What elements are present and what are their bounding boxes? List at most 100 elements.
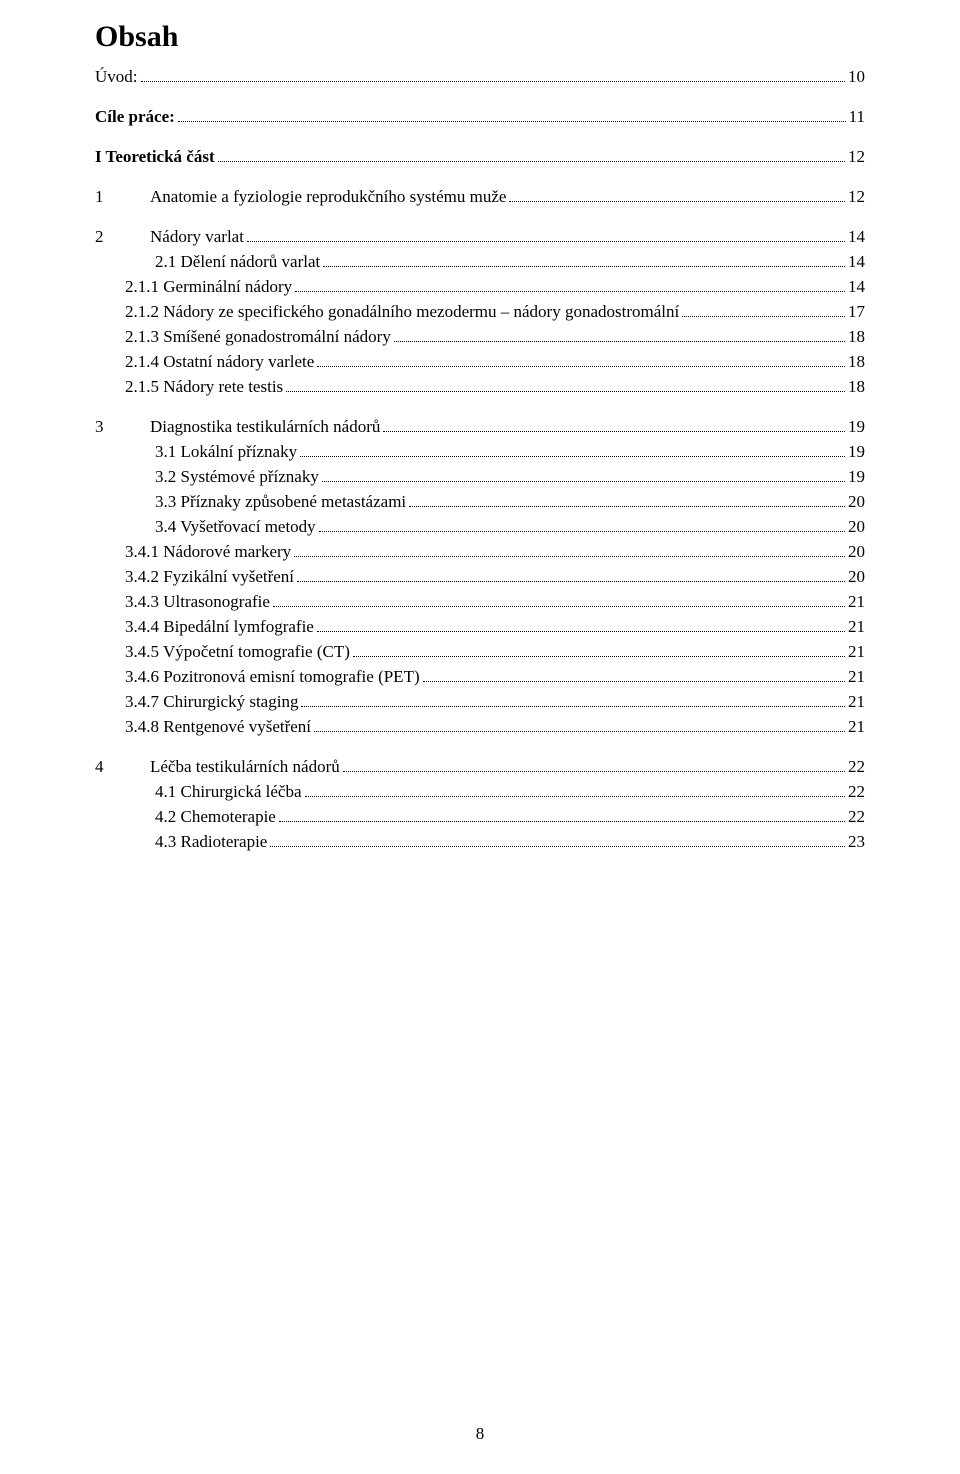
toc-leader-dots	[317, 631, 845, 632]
toc-entry-text: 3.4 Vyšetřovací metody	[155, 518, 316, 535]
toc-entry-page: 18	[848, 328, 865, 345]
toc-entry-page: 18	[848, 353, 865, 370]
toc-entry-text: 3.1 Lokální příznaky	[155, 443, 297, 460]
toc-entry: 4.3 Radioterapie 23	[95, 833, 865, 850]
toc-entry-text: 2.1.3 Smíšené gonadostromální nádory	[125, 328, 391, 345]
toc-entry-page: 19	[848, 443, 865, 460]
toc-entry-text: 3.4.2 Fyzikální vyšetření	[125, 568, 294, 585]
toc-entry-page: 21	[848, 693, 865, 710]
toc-entry-page: 20	[848, 568, 865, 585]
toc-container: Úvod:10Cíle práce:11I Teoretická část121…	[95, 68, 865, 850]
toc-entry: 2.1.4 Ostatní nádory varlete 18	[95, 353, 865, 370]
toc-entry: 2.1.1 Germinální nádory 14	[95, 278, 865, 295]
toc-entry-text: Úvod:	[95, 68, 138, 85]
toc-entry: Úvod: 10	[95, 68, 865, 85]
toc-entry-page: 21	[848, 718, 865, 735]
toc-leader-dots	[394, 341, 845, 342]
toc-entry-text: 2.1 Dělení nádorů varlat	[155, 253, 320, 270]
toc-entry-page: 20	[848, 493, 865, 510]
toc-entry: 2.1 Dělení nádorů varlat 14	[95, 253, 865, 270]
toc-leader-dots	[423, 681, 845, 682]
toc-entry-text: 4.2 Chemoterapie	[155, 808, 276, 825]
toc-entry: 3.4.8 Rentgenové vyšetření 21	[95, 718, 865, 735]
toc-leader-dots	[295, 291, 845, 292]
toc-entry-text: I Teoretická část	[95, 148, 215, 165]
toc-leader-dots	[141, 81, 846, 82]
toc-leader-dots	[305, 796, 845, 797]
toc-entry-page: 23	[848, 833, 865, 850]
toc-entry: 3.4.3 Ultrasonografie21	[95, 593, 865, 610]
toc-leader-dots	[300, 456, 845, 457]
toc-entry: 3.4.1 Nádorové markery 20	[95, 543, 865, 560]
toc-entry-text: 3.4.5 Výpočetní tomografie (CT)	[125, 643, 350, 660]
toc-entry-text: 4Léčba testikulárních nádorů	[95, 758, 340, 775]
toc-leader-dots	[273, 606, 845, 607]
toc-entry-page: 21	[848, 593, 865, 610]
toc-entry-page: 19	[848, 468, 865, 485]
toc-chapter-number: 1	[95, 188, 150, 205]
toc-leader-dots	[297, 581, 845, 582]
toc-entry-page: 22	[848, 808, 865, 825]
toc-entry: 4.2 Chemoterapie 22	[95, 808, 865, 825]
toc-entry: Cíle práce: 11	[95, 108, 865, 125]
toc-leader-dots	[343, 771, 845, 772]
toc-entry-text: 3.4.1 Nádorové markery	[125, 543, 291, 560]
toc-leader-dots	[294, 556, 845, 557]
toc-entry-page: 11	[849, 108, 865, 125]
toc-entry: 1Anatomie a fyziologie reprodukčního sys…	[95, 188, 865, 205]
toc-entry: 3.2 Systémové příznaky 19	[95, 468, 865, 485]
toc-entry-text: Cíle práce:	[95, 108, 175, 125]
toc-entry: 3Diagnostika testikulárních nádorů 19	[95, 418, 865, 435]
toc-entry: 2.1.2 Nádory ze specifického gonadálního…	[95, 303, 865, 320]
toc-leader-dots	[383, 431, 845, 432]
toc-entry-page: 12	[848, 148, 865, 165]
toc-entry-text: 3.4.8 Rentgenové vyšetření	[125, 718, 311, 735]
toc-leader-dots	[218, 161, 845, 162]
toc-entry-page: 14	[848, 253, 865, 270]
toc-entry-text: 4.3 Radioterapie	[155, 833, 267, 850]
toc-entry-text: 1Anatomie a fyziologie reprodukčního sys…	[95, 188, 506, 205]
toc-entry-page: 22	[848, 758, 865, 775]
toc-entry-page: 14	[848, 228, 865, 245]
toc-leader-dots	[322, 481, 845, 482]
toc-entry-page: 10	[848, 68, 865, 85]
toc-entry-page: 17	[848, 303, 865, 320]
toc-entry-page: 22	[848, 783, 865, 800]
toc-entry-text: 2Nádory varlat	[95, 228, 244, 245]
toc-entry: 3.3 Příznaky způsobené metastázami 20	[95, 493, 865, 510]
toc-title: Obsah	[95, 20, 865, 54]
toc-leader-dots	[682, 316, 845, 317]
toc-entry-page: 14	[848, 278, 865, 295]
toc-leader-dots	[353, 656, 845, 657]
toc-entry: 2Nádory varlat 14	[95, 228, 865, 245]
toc-leader-dots	[314, 731, 845, 732]
toc-entry-text: 4.1 Chirurgická léčba	[155, 783, 302, 800]
toc-leader-dots	[279, 821, 845, 822]
toc-entry: 4Léčba testikulárních nádorů 22	[95, 758, 865, 775]
toc-leader-dots	[409, 506, 845, 507]
toc-entry: 3.4.4 Bipedální lymfografie21	[95, 618, 865, 635]
toc-entry-text: 3.4.7 Chirurgický staging	[125, 693, 298, 710]
toc-leader-dots	[509, 201, 845, 202]
toc-chapter-number: 4	[95, 758, 150, 775]
toc-entry-page: 21	[848, 643, 865, 660]
toc-entry-text: 3Diagnostika testikulárních nádorů	[95, 418, 380, 435]
toc-entry-page: 20	[848, 543, 865, 560]
toc-entry-text: 3.3 Příznaky způsobené metastázami	[155, 493, 406, 510]
toc-entry: 3.4 Vyšetřovací metody 20	[95, 518, 865, 535]
toc-entry-page: 19	[848, 418, 865, 435]
toc-entry-text: 2.1.5 Nádory rete testis	[125, 378, 283, 395]
toc-entry-text: 3.4.4 Bipedální lymfografie	[125, 618, 314, 635]
toc-leader-dots	[301, 706, 845, 707]
toc-leader-dots	[178, 121, 846, 122]
toc-chapter-number: 3	[95, 418, 150, 435]
toc-entry-text: 3.2 Systémové příznaky	[155, 468, 319, 485]
toc-entry-text: 2.1.4 Ostatní nádory varlete	[125, 353, 314, 370]
toc-entry-page: 20	[848, 518, 865, 535]
toc-leader-dots	[270, 846, 845, 847]
toc-leader-dots	[323, 266, 845, 267]
toc-entry: I Teoretická část 12	[95, 148, 865, 165]
toc-entry-text: 2.1.1 Germinální nádory	[125, 278, 292, 295]
toc-entry: 3.4.6 Pozitronová emisní tomografie (PET…	[95, 668, 865, 685]
toc-entry: 4.1 Chirurgická léčba 22	[95, 783, 865, 800]
